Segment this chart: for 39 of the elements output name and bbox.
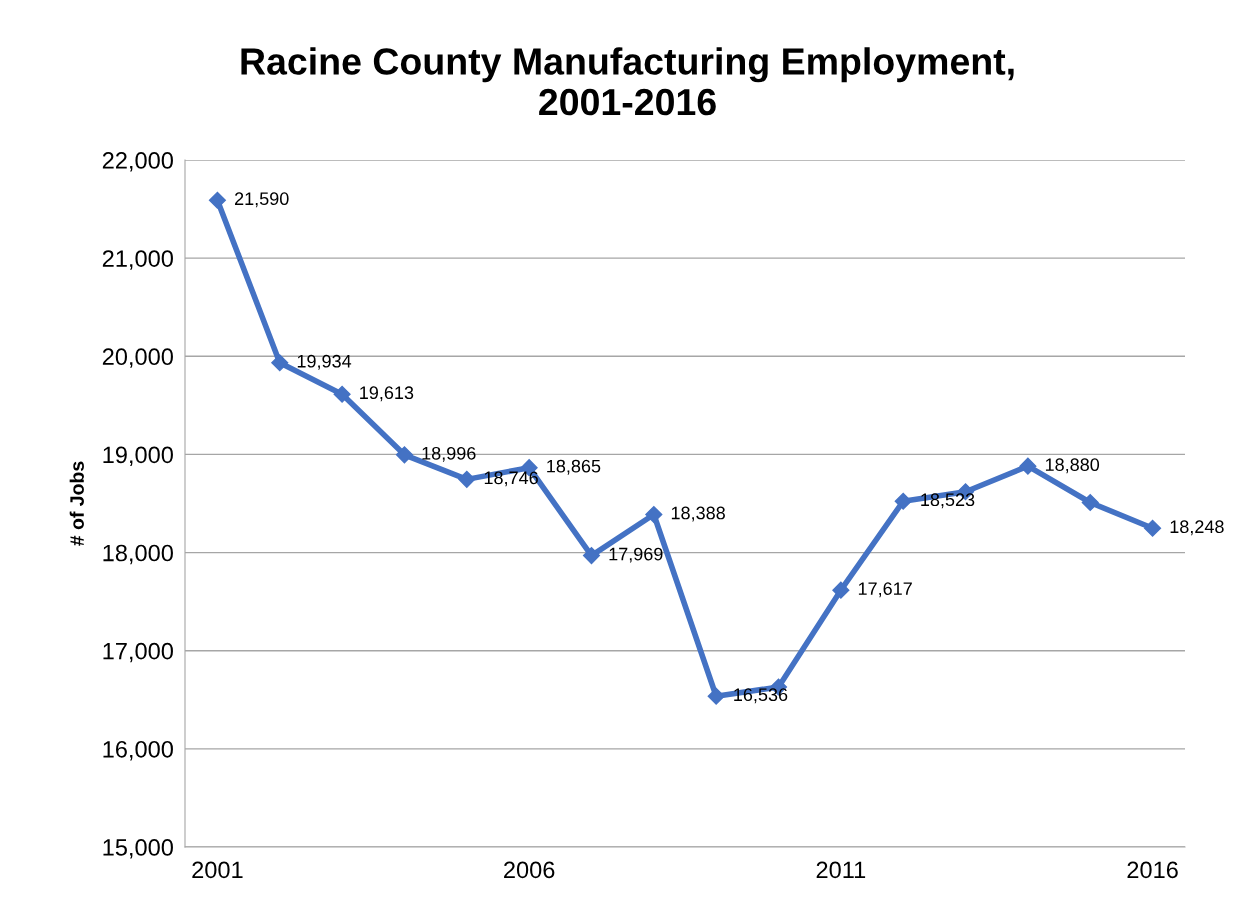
point xyxy=(582,547,601,565)
text: 18,996 xyxy=(422,446,476,462)
point xyxy=(1019,457,1037,475)
point xyxy=(1081,493,1099,512)
y-tick-label: 21,000 xyxy=(102,250,173,270)
point xyxy=(333,385,351,403)
y-axis-title: # of Jobs xyxy=(69,461,84,546)
text: 18,523 xyxy=(921,493,975,509)
text: 17,969 xyxy=(609,547,663,563)
y-tick-label: 22,000 xyxy=(102,152,173,172)
y-tick-label: 18,000 xyxy=(103,544,173,565)
point xyxy=(271,354,289,372)
y-tick-label: 19,000 xyxy=(103,446,173,467)
point xyxy=(832,581,850,599)
y-tick-label: 16,000 xyxy=(103,740,173,761)
text: 18,880 xyxy=(1045,458,1100,474)
text: 17,617 xyxy=(858,582,912,598)
x-tick-label: 2001 xyxy=(192,861,243,879)
text: 19,613 xyxy=(360,386,414,402)
point xyxy=(458,470,476,488)
point xyxy=(645,505,663,524)
point xyxy=(395,446,414,464)
y-tick-label: 17,000 xyxy=(103,642,173,663)
chart-title: Racine County Manufacturing Employment, 2001-2016 xyxy=(241,47,1014,116)
point xyxy=(1144,519,1162,537)
text: 18,248 xyxy=(1170,520,1224,536)
x-tick-label: 2006 xyxy=(504,861,555,879)
x-tick-label: 2016 xyxy=(1127,861,1178,879)
text: 18,865 xyxy=(547,459,601,475)
y-tick-label: 20,000 xyxy=(102,348,173,368)
text: 19,934 xyxy=(297,354,352,370)
x-tick-label: 2011 xyxy=(816,861,866,879)
text: 16,536 xyxy=(734,688,788,704)
text: 18,388 xyxy=(671,506,725,522)
text: 21,590 xyxy=(234,192,289,208)
point xyxy=(208,191,226,209)
point xyxy=(894,492,912,510)
y-tick-label: 15,000 xyxy=(103,839,173,859)
point xyxy=(707,687,725,705)
